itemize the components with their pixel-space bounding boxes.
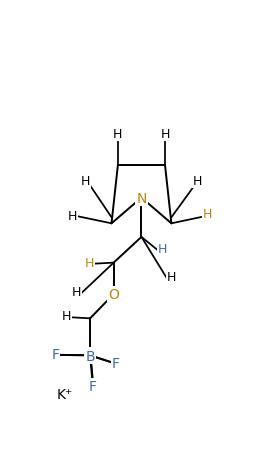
Text: H: H: [81, 175, 91, 188]
Text: H: H: [84, 257, 94, 269]
Text: H: H: [192, 175, 202, 188]
Text: H: H: [167, 270, 176, 283]
Text: F: F: [88, 379, 96, 394]
Text: O: O: [108, 288, 119, 301]
Text: K⁺: K⁺: [56, 387, 73, 401]
Text: H: H: [158, 242, 168, 255]
Text: H: H: [203, 208, 212, 221]
Text: H: H: [113, 127, 123, 140]
Text: H: H: [72, 285, 81, 298]
Text: B: B: [85, 349, 95, 363]
Text: H: H: [160, 127, 170, 140]
Text: H: H: [68, 209, 77, 223]
Text: N: N: [136, 191, 147, 205]
Text: H: H: [62, 309, 71, 322]
Text: F: F: [112, 357, 120, 370]
Text: F: F: [51, 347, 59, 361]
